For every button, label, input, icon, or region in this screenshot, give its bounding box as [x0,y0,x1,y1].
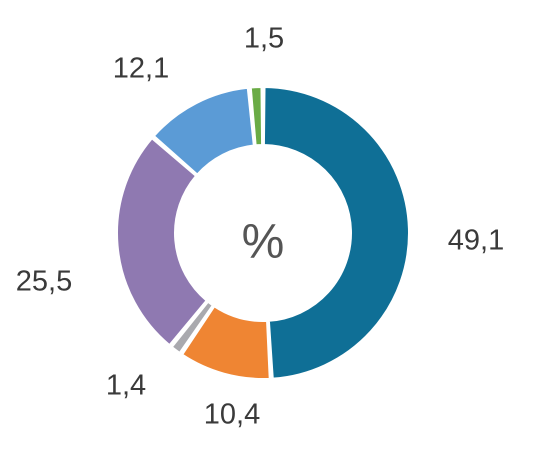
slice-labels: 49,1 10,4 1,4 25,5 12,1 1,5 [16,23,504,431]
donut-slice [262,85,410,380]
donut-slice [116,136,209,347]
donut-slice [249,85,264,147]
slice-value-label: 1,5 [244,23,284,55]
slice-value-label: 1,4 [106,370,146,402]
slice-value-label: 12,1 [113,53,169,85]
donut-slice [180,304,271,380]
donut-slice [152,86,255,176]
donut-slice [170,300,215,355]
donut-slices [116,85,410,380]
slice-value-label: 10,4 [204,399,260,431]
slice-value-label: 25,5 [16,266,72,298]
slice-value-label: 49,1 [448,225,504,257]
center-label: % [242,216,285,269]
